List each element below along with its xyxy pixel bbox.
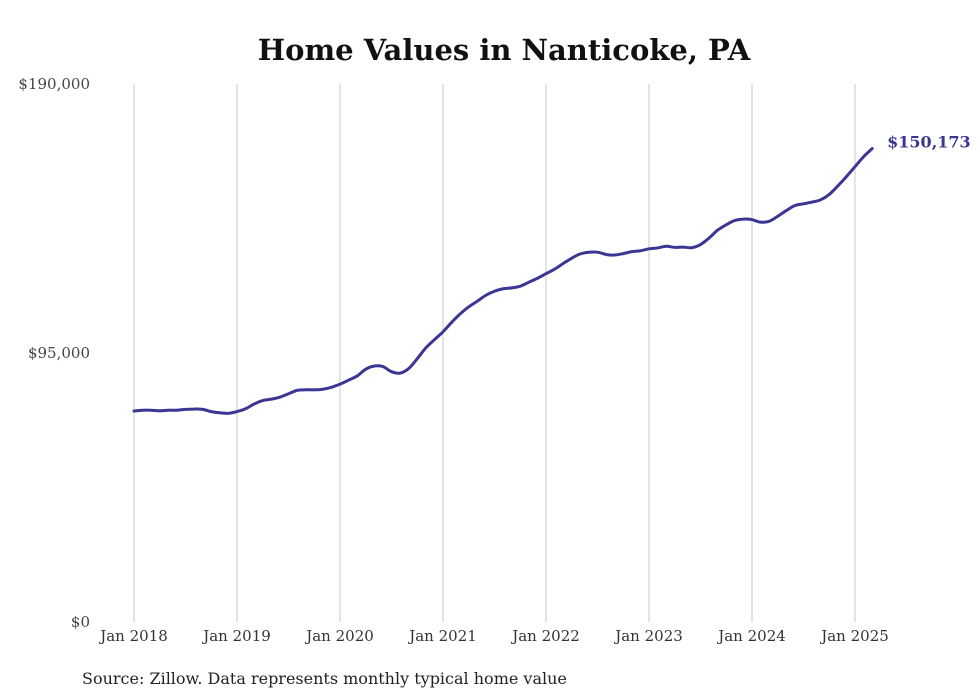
series-line (132, 147, 874, 415)
series-end-label: $150,173 (887, 133, 971, 152)
series-group: $150,173 (132, 133, 971, 415)
y-tick-label: $190,000 (18, 75, 90, 93)
gridlines (133, 84, 856, 622)
x-tick-label: Jan 2021 (407, 627, 477, 645)
x-axis-ticks: Jan 2018 Jan 2019 Jan 2020 Jan 2021 Jan 2022… (98, 627, 889, 645)
y-tick-label: $95,000 (28, 344, 90, 362)
x-tick-label: Jan 2020 (304, 627, 374, 645)
x-tick-label: Jan 2018 (98, 627, 168, 645)
source-note: Source: Zillow. Data represents monthly … (82, 669, 567, 688)
x-tick-label: Jan 2023 (613, 627, 683, 645)
y-tick-label: $0 (71, 613, 90, 631)
chart-title: Home Values in Nanticoke, PA (258, 33, 751, 67)
x-tick-label: Jan 2024 (716, 627, 786, 645)
x-tick-label: Jan 2019 (201, 627, 271, 645)
x-tick-label: Jan 2022 (510, 627, 580, 645)
x-tick-label: Jan 2025 (819, 627, 889, 645)
y-axis-ticks: $0 $95,000 $190,000 (18, 75, 90, 631)
